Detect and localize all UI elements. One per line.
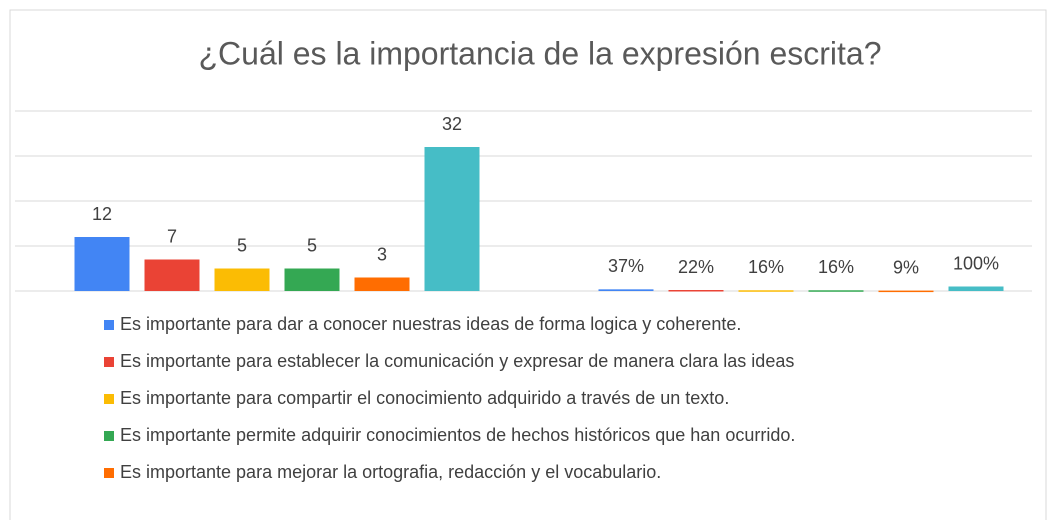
legend-swatch <box>104 468 114 478</box>
legend-swatch <box>104 320 114 330</box>
bar <box>598 289 654 291</box>
data-label: 22% <box>678 257 714 277</box>
data-label: 12 <box>92 204 112 224</box>
data-label: 32 <box>442 114 462 134</box>
bar <box>354 277 410 291</box>
bar <box>808 290 864 292</box>
legend-label: Es importante permite adquirir conocimie… <box>120 425 795 445</box>
legend-label: Es importante para compartir el conocimi… <box>120 388 729 408</box>
legend-swatch <box>104 357 114 367</box>
data-label: 3 <box>377 244 387 264</box>
bar <box>74 237 130 291</box>
bar <box>144 259 200 291</box>
bar <box>878 290 934 293</box>
data-label: 9% <box>893 257 919 277</box>
legend-label: Es importante para dar a conocer nuestra… <box>120 314 741 334</box>
legend-label: Es importante para mejorar la ortografia… <box>120 462 661 482</box>
data-label: 16% <box>818 257 854 277</box>
data-label: 100% <box>953 253 999 273</box>
data-label: 37% <box>608 256 644 276</box>
data-label: 7 <box>167 226 177 246</box>
legend-label: Es importante para establecer la comunic… <box>120 351 794 371</box>
chart-title: ¿Cuál es la importancia de la expresión … <box>199 35 882 71</box>
bar <box>284 268 340 291</box>
data-label: 16% <box>748 257 784 277</box>
bar <box>214 268 270 291</box>
bar <box>424 147 480 291</box>
data-label: 5 <box>237 235 247 255</box>
legend-swatch <box>104 394 114 404</box>
bar <box>948 286 1004 291</box>
bar <box>668 290 724 292</box>
data-label: 5 <box>307 235 317 255</box>
legend-swatch <box>104 431 114 441</box>
bar <box>738 290 794 292</box>
